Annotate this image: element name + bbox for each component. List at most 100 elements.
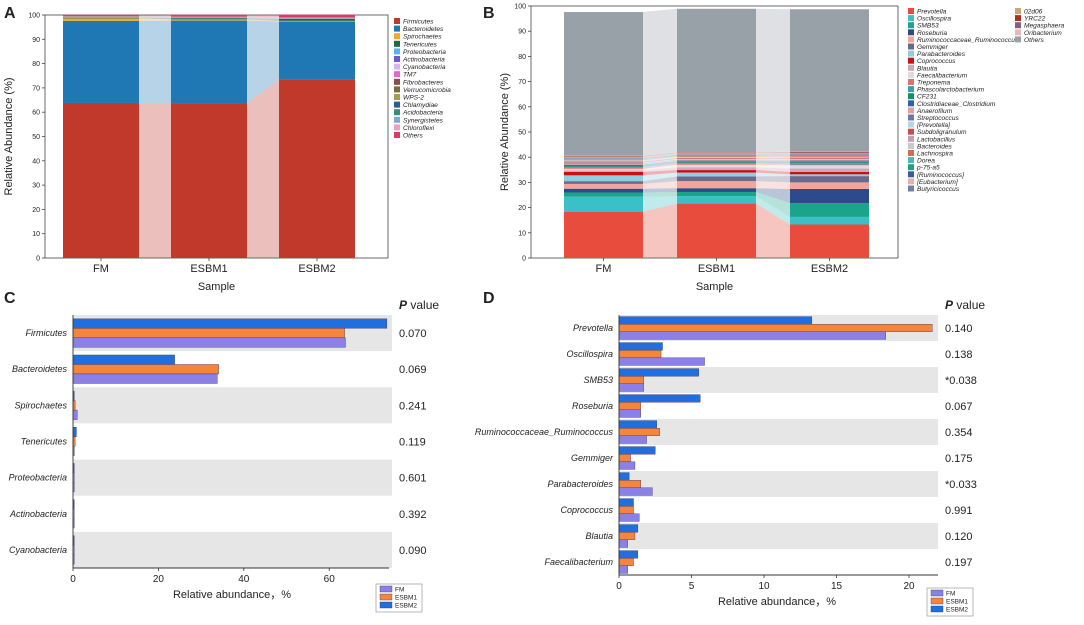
- bar-segment: [171, 18, 247, 20]
- bar-segment: [790, 151, 869, 153]
- connector-band: [247, 17, 279, 19]
- y-tick-label: 10: [518, 230, 526, 237]
- legend-swatch: [908, 8, 914, 14]
- legend-label: ESBM1: [946, 599, 968, 606]
- bar: [72, 337, 346, 348]
- legend-label: [Prevotella]: [916, 122, 950, 129]
- legend-swatch: [908, 178, 914, 185]
- legend-swatch: [1015, 22, 1021, 29]
- legend-label: Chlamydiae: [403, 102, 438, 109]
- legend-label: Gemmiger: [917, 44, 949, 51]
- row-shade: [73, 387, 392, 424]
- p-value: 0.120: [945, 531, 973, 543]
- bar: [618, 435, 647, 444]
- bar-segment: [564, 159, 643, 161]
- row-shade: [619, 523, 938, 549]
- legend-label: Clostridiaceae_Clostridium: [917, 101, 996, 108]
- legend-swatch: [394, 40, 400, 47]
- bar-segment: [564, 171, 643, 176]
- connector-band: [643, 172, 677, 182]
- connector-band: [756, 158, 790, 160]
- y-tick-label: 80: [32, 61, 40, 68]
- y-category-label: Firmicutes: [25, 328, 67, 338]
- legend-label: [Ruminococcus]: [916, 172, 964, 179]
- y-category-label: Blautia: [585, 531, 613, 541]
- y-axis-title: Relative Abundance (%): [499, 73, 511, 191]
- connector-band: [756, 196, 790, 225]
- connector-band: [247, 17, 279, 19]
- x-axis-title: Sample: [696, 281, 733, 293]
- bar-segment: [790, 168, 869, 172]
- bar-segment: [564, 196, 643, 212]
- connector-band: [756, 155, 790, 157]
- legend-label: 02d06: [1024, 9, 1043, 16]
- bar-segment: [677, 167, 756, 171]
- connector-band: [643, 158, 677, 164]
- bar: [618, 368, 699, 377]
- panel-c: Firmicutes 0.070 Bacteroidetes 0.069 Spiroch…: [4, 290, 439, 613]
- connector-band: [643, 181, 677, 189]
- legend-swatch: [394, 78, 400, 85]
- p-value: *0.038: [945, 375, 977, 387]
- row-shade: [619, 419, 938, 445]
- bar-segment: [790, 9, 869, 152]
- legend-swatch: [379, 593, 393, 601]
- p-value: 0.119: [399, 437, 426, 449]
- bar-segment: [790, 203, 869, 217]
- connector-band: [247, 16, 279, 18]
- connector-band: [139, 16, 171, 18]
- connector-band: [247, 17, 279, 18]
- connector-band: [756, 167, 790, 172]
- y-category-label: Parabacteroides: [547, 479, 613, 489]
- bar: [618, 524, 639, 533]
- legend-label: ESBM1: [395, 595, 417, 602]
- legend-swatch: [908, 22, 914, 29]
- connector-band: [643, 153, 677, 158]
- x-tick-label: ESBM1: [190, 263, 227, 275]
- bar-segment: [564, 158, 643, 159]
- legend-label: FM: [946, 591, 955, 598]
- y-category-label: Cyanobacteria: [9, 545, 67, 555]
- connector-band: [643, 152, 677, 157]
- bar-segment: [564, 168, 643, 171]
- bar: [618, 480, 641, 489]
- connector-band: [756, 176, 790, 183]
- bar: [618, 342, 663, 351]
- legend-swatch: [908, 164, 914, 171]
- legend-label: Streptococcus: [917, 115, 959, 122]
- bar-segment: [677, 152, 756, 154]
- connector-band: [643, 161, 677, 166]
- bar: [618, 357, 705, 366]
- legend-swatch: [930, 597, 944, 605]
- legend-label: Coprococcus: [917, 58, 956, 65]
- legend-label: Firmicutes: [403, 19, 434, 26]
- bar: [618, 316, 813, 325]
- connector-band: [139, 16, 171, 18]
- bar: [618, 550, 639, 559]
- bar-segment: [63, 17, 139, 19]
- connector-band: [643, 155, 677, 160]
- legend-label: Dorea: [917, 158, 935, 165]
- connector-band: [139, 102, 171, 258]
- x-tick-label: ESBM2: [811, 263, 848, 275]
- bar: [72, 318, 388, 329]
- y-category-label: Spirochaetes: [14, 400, 67, 410]
- bar-segment: [790, 157, 869, 159]
- connector-band: [643, 191, 677, 197]
- y-tick-label: 60: [32, 110, 40, 117]
- legend-swatch: [394, 71, 400, 78]
- legend-swatch: [1015, 15, 1021, 22]
- bar-segment: [790, 188, 869, 204]
- bar-segment: [63, 18, 139, 21]
- bar-segment: [564, 159, 643, 160]
- p-value: 0.138: [945, 349, 973, 361]
- connector-band: [139, 16, 171, 18]
- legend-swatch: [394, 63, 400, 70]
- bar: [618, 472, 630, 481]
- connector-band: [139, 17, 171, 20]
- legend-swatch: [908, 50, 914, 57]
- connector-band: [643, 196, 677, 212]
- bar-segment: [677, 191, 756, 197]
- legend-label: Acidobacteria: [402, 110, 443, 117]
- bar-segment: [564, 188, 643, 193]
